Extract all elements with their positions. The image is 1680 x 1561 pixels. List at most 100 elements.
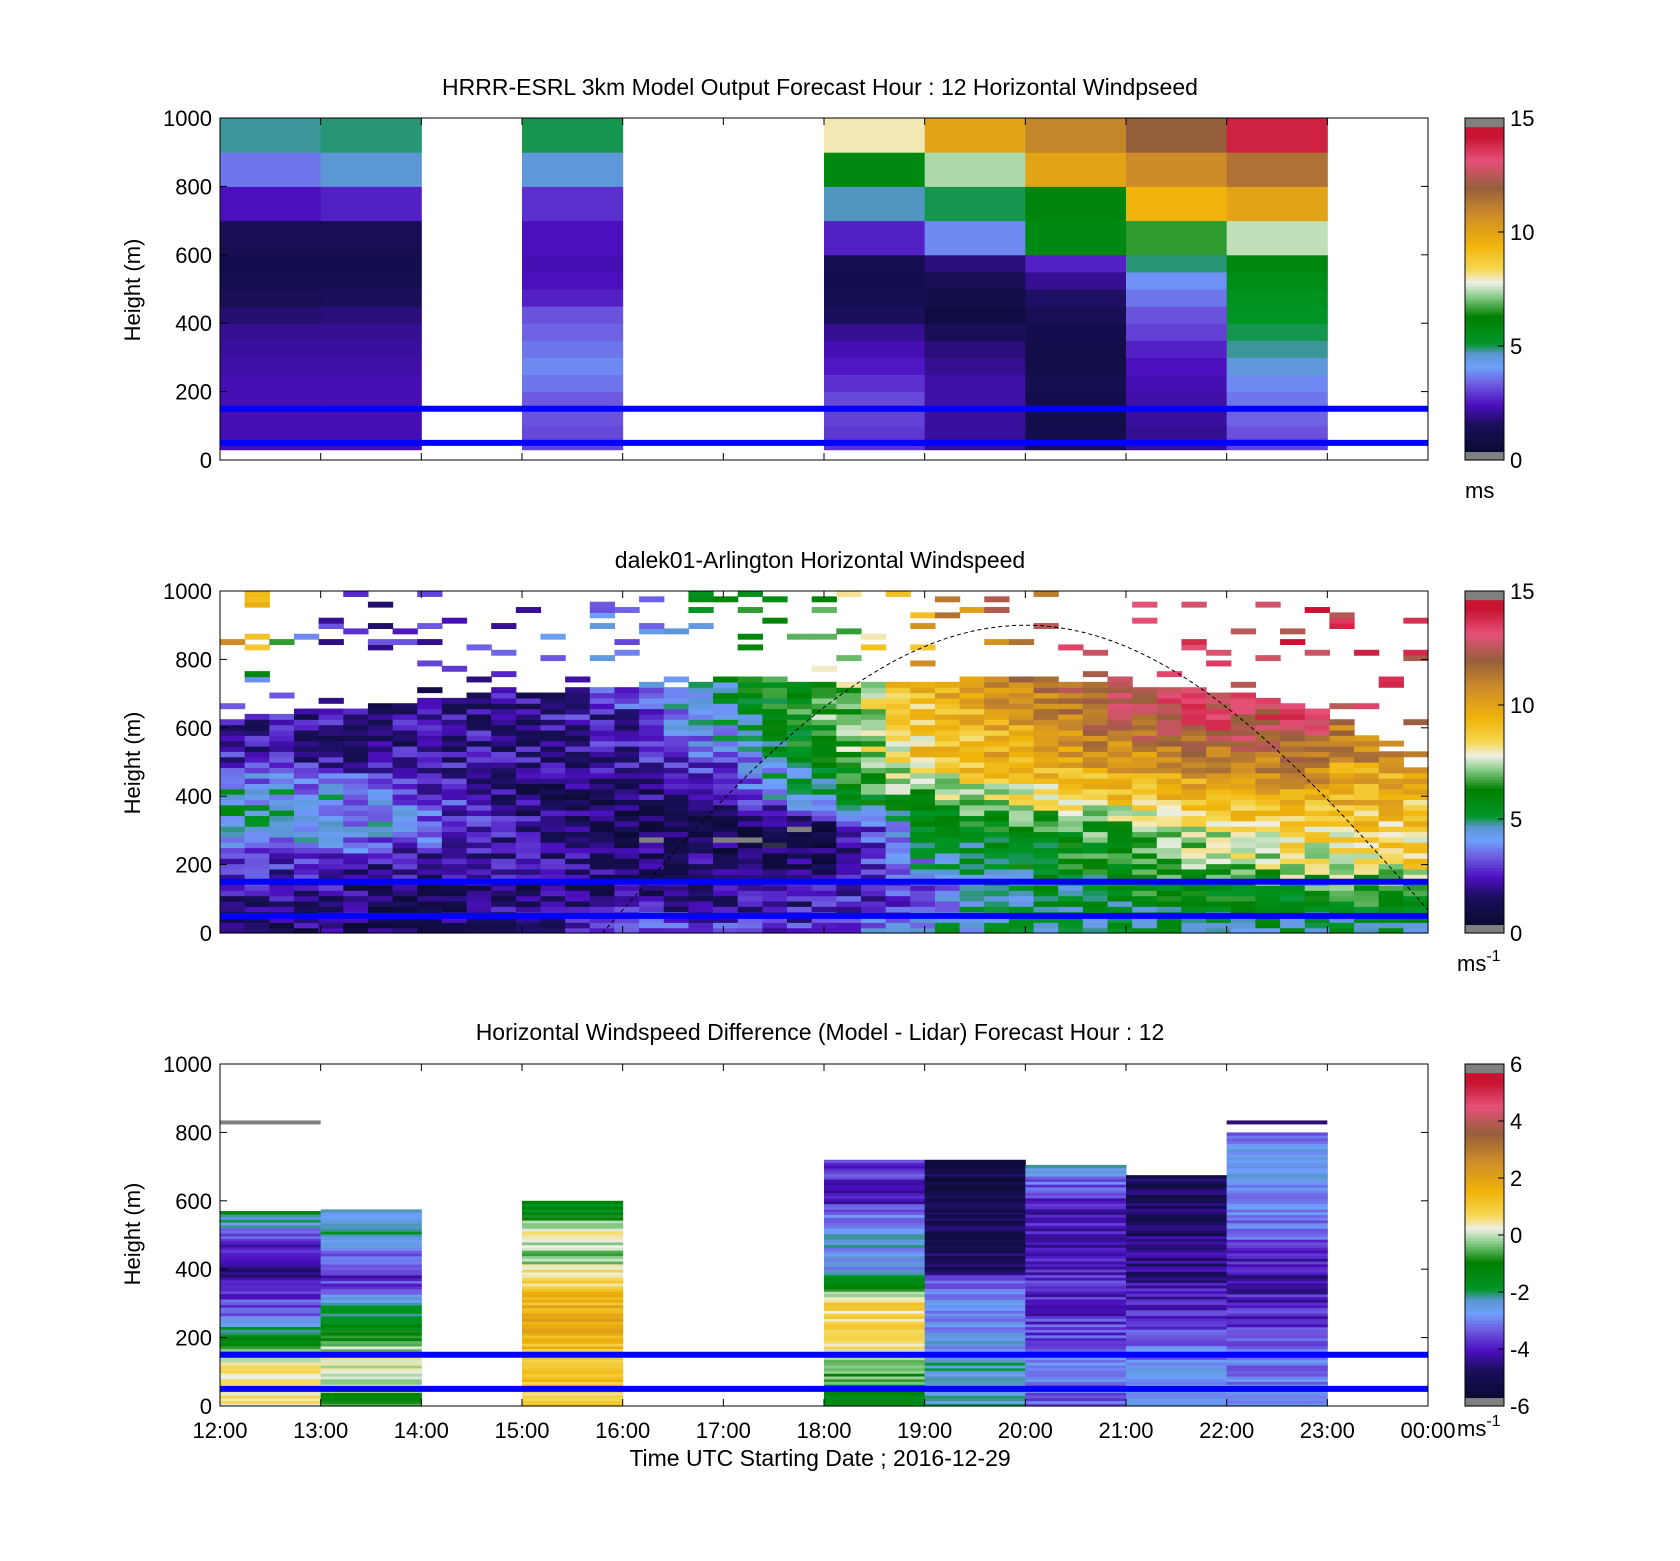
lidar-cell [934, 778, 961, 784]
difference-cell [1226, 1211, 1328, 1216]
lidar-cell [392, 842, 418, 849]
x-tick-label: 21:00 [1098, 1418, 1153, 1443]
difference-cell [924, 1219, 1026, 1224]
lidar-cell [885, 916, 911, 923]
lidar-cell [860, 778, 887, 784]
lidar-cell [441, 751, 468, 758]
lidar-cell [515, 745, 542, 752]
lidar-cell [1403, 788, 1429, 795]
lidar-cell [540, 655, 566, 662]
difference-cell [320, 1392, 422, 1396]
lidar-cell [1008, 778, 1035, 784]
lidar-cell [959, 820, 985, 827]
lidar-cell [269, 772, 295, 779]
colorbar-segment [1465, 1300, 1504, 1304]
lidar-cell [491, 788, 517, 795]
lidar-cell [540, 724, 566, 731]
lidar-cell [367, 794, 394, 801]
lidar-cell [1058, 820, 1084, 827]
colorbar-segment [1465, 1386, 1504, 1390]
difference-cell [1226, 1378, 1328, 1382]
lidar-cell [885, 847, 911, 854]
lidar-cell [1058, 858, 1084, 865]
lidar-cell [910, 708, 936, 715]
lidar-cell [885, 740, 911, 747]
lidar-cell [910, 842, 936, 849]
lidar-cell [1304, 815, 1330, 822]
lidar-cell [1008, 810, 1035, 817]
lidar-cell [663, 772, 690, 779]
difference-cell [924, 1271, 1026, 1276]
lidar-cell [885, 778, 911, 784]
lidar-cell [639, 751, 665, 758]
lidar-cell [540, 633, 566, 640]
lidar-cell [1230, 740, 1257, 747]
difference-cell [924, 1200, 1026, 1205]
lidar-cell [934, 858, 961, 865]
lidar-cell [1181, 810, 1207, 817]
lidar-cell [836, 740, 862, 747]
lidar-cell [934, 713, 961, 720]
lidar-cell [614, 890, 640, 897]
lidar-cell [614, 916, 640, 923]
model-cell [924, 306, 1026, 324]
lidar-cell [1132, 740, 1158, 747]
lidar-cell [1230, 922, 1257, 929]
lidar-cell [713, 799, 739, 806]
lidar-cell [787, 804, 813, 811]
lidar-cell [466, 794, 492, 801]
lidar-cell [392, 836, 418, 843]
lidar-cell [1058, 767, 1084, 774]
lidar-cell [417, 836, 443, 843]
colorbar-segment [1465, 229, 1504, 233]
lidar-cell [614, 815, 640, 822]
lidar-cell [1206, 767, 1232, 774]
lidar-cell [1255, 836, 1281, 843]
model-cell [320, 340, 422, 358]
lidar-cell [1304, 783, 1330, 790]
lidar-cell [1181, 708, 1207, 715]
lidar-cell [1033, 788, 1059, 795]
colorbar-segment [1465, 160, 1504, 165]
lidar-cell [220, 719, 246, 726]
lidar-cell [1280, 852, 1306, 859]
lidar-cell [1033, 762, 1059, 768]
lidar-cell [885, 591, 911, 597]
lidar-cell [491, 804, 517, 811]
lidar-cell [885, 804, 911, 811]
difference-cell [220, 1293, 322, 1297]
lidar-cell [1280, 772, 1306, 779]
lidar-cell [737, 591, 763, 597]
lidar-cell [910, 863, 936, 870]
lidar-cell [1008, 762, 1035, 768]
panel-difference: Horizontal Windspeed Difference (Model -… [120, 1019, 1530, 1443]
colorbar-segment [1465, 254, 1504, 259]
difference-cell [924, 1296, 1026, 1300]
lidar-cell [860, 820, 887, 827]
difference-cell [824, 1192, 926, 1196]
lidar-cell [1058, 874, 1084, 881]
difference-cell [924, 1302, 1026, 1306]
y-tick-label: 400 [175, 1257, 212, 1282]
lidar-cell [1354, 772, 1380, 779]
colorbar-segment [1465, 1289, 1504, 1293]
lidar-cell [1206, 660, 1232, 667]
lidar-cell [589, 922, 616, 929]
lidar-cell [1230, 778, 1257, 784]
colorbar-segment [1465, 596, 1504, 601]
lidar-cell [1206, 778, 1232, 784]
lidar-cell [540, 751, 566, 758]
lidar-cell [984, 751, 1010, 758]
colorbar-segment [1465, 739, 1504, 743]
difference-cell [1226, 1200, 1328, 1205]
model-cell [320, 306, 422, 324]
x-tick-label: 17:00 [696, 1418, 751, 1443]
colorbar-segment [1465, 645, 1504, 649]
lidar-cell [417, 735, 443, 742]
lidar-cell [639, 708, 665, 715]
lidar-cell [1403, 922, 1429, 929]
lidar-cell [392, 858, 418, 865]
difference-cell [924, 1362, 1026, 1366]
lidar-cell [1033, 724, 1059, 731]
lidar-cell [441, 697, 468, 704]
